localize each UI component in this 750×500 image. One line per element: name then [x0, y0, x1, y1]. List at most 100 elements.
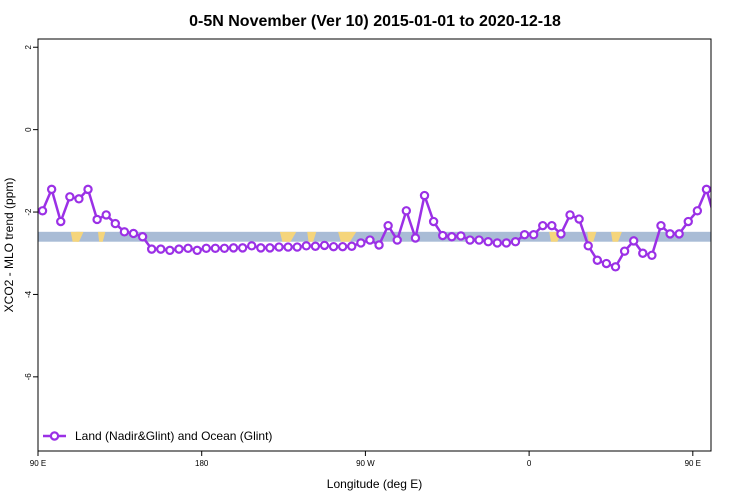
plot-frame — [37, 38, 712, 452]
data-point — [592, 255, 603, 265]
series-layer — [38, 184, 746, 272]
land-band-segment — [279, 231, 297, 242]
land-band-segment — [307, 231, 317, 242]
data-point — [547, 220, 557, 231]
data-point — [401, 206, 412, 216]
data-point — [474, 235, 484, 245]
data-point — [392, 235, 402, 245]
x-tick-label: 90 E — [30, 459, 46, 468]
y-tick-label: -4 — [24, 290, 33, 298]
x-tick-label: 90 W — [356, 459, 375, 468]
data-point — [683, 216, 693, 227]
data-point — [292, 242, 302, 252]
data-point — [137, 232, 148, 242]
x-tick-label: 90 E — [685, 459, 701, 468]
y-tick-label: 0 — [24, 127, 33, 132]
chart-title: 0-5N November (Ver 10) 2015-01-01 to 202… — [189, 13, 561, 30]
land-band-segment — [338, 231, 357, 242]
data-point — [465, 235, 475, 245]
data-point — [692, 206, 703, 216]
data-point — [210, 243, 221, 253]
data-point — [619, 246, 630, 256]
y-tick-label: -6 — [24, 373, 33, 381]
data-point — [383, 220, 393, 231]
data-point — [538, 220, 548, 231]
data-point — [328, 241, 339, 252]
land-band-segment — [76, 231, 80, 242]
data-point — [119, 227, 130, 237]
x-axis-label: Longitude (deg E) — [327, 477, 422, 491]
data-point — [510, 236, 521, 247]
data-point — [447, 232, 457, 242]
data-point — [101, 210, 111, 220]
land-band-segment — [587, 231, 597, 242]
y-tick-label: 2 — [24, 44, 33, 49]
data-point — [247, 241, 257, 251]
x-tick-label: 0 — [527, 459, 532, 468]
data-point — [283, 242, 293, 252]
data-point — [310, 241, 321, 251]
data-point — [237, 243, 248, 253]
data-point — [556, 229, 566, 239]
data-point — [265, 243, 275, 253]
data-point — [583, 241, 593, 251]
data-point — [739, 186, 746, 193]
data-point — [356, 238, 366, 248]
legend-label: Land (Nadir&Glint) and Ocean (Glint) — [75, 429, 272, 443]
data-point — [365, 235, 375, 245]
data-point — [92, 214, 102, 225]
data-point — [629, 236, 639, 246]
data-point — [483, 236, 493, 247]
data-point — [256, 243, 266, 253]
data-point — [219, 243, 230, 253]
land-band-segment — [610, 231, 622, 242]
data-point — [38, 206, 48, 216]
data-point — [419, 190, 430, 201]
data-point — [74, 194, 84, 204]
data-point — [165, 245, 175, 256]
data-point — [110, 218, 121, 229]
y-axis: 2 0 -2 -4 -6 — [24, 44, 38, 380]
data-point — [428, 216, 439, 227]
data-point — [638, 248, 648, 258]
data-point — [501, 238, 512, 248]
data-point — [610, 262, 621, 272]
y-tick-label: -2 — [24, 208, 33, 216]
data-point — [519, 229, 530, 240]
x-axis: 90 E 180 90 W 0 90 E — [30, 451, 701, 468]
data-point — [156, 244, 166, 254]
data-point — [347, 241, 357, 251]
data-point — [528, 229, 539, 240]
data-point — [565, 210, 575, 220]
data-point — [83, 184, 93, 195]
ocean-band — [38, 231, 711, 242]
data-point — [730, 195, 737, 202]
data-point — [319, 240, 330, 251]
land-band-segment — [98, 231, 106, 242]
data-point — [183, 243, 193, 253]
data-point — [456, 231, 466, 241]
data-point — [647, 250, 657, 260]
data-point — [192, 245, 202, 256]
data-point — [56, 216, 66, 227]
x-tick-label: 180 — [195, 459, 209, 468]
data-point — [438, 230, 448, 241]
data-point — [128, 228, 139, 239]
land-band-segment — [729, 232, 740, 242]
data-point — [601, 258, 612, 269]
data-point — [274, 242, 284, 252]
data-point — [492, 238, 502, 248]
data-point — [201, 243, 211, 253]
data-point — [374, 240, 384, 250]
data-point — [146, 244, 157, 254]
data-point — [301, 241, 311, 251]
legend-marker-swatch — [49, 431, 60, 441]
data-point — [701, 184, 711, 195]
data-point — [174, 244, 184, 254]
data-point — [337, 241, 348, 252]
legend: Land (Nadir&Glint) and Ocean (Glint) — [43, 429, 272, 443]
data-point — [574, 214, 584, 224]
data-point — [228, 243, 239, 253]
data-point — [710, 220, 711, 223]
